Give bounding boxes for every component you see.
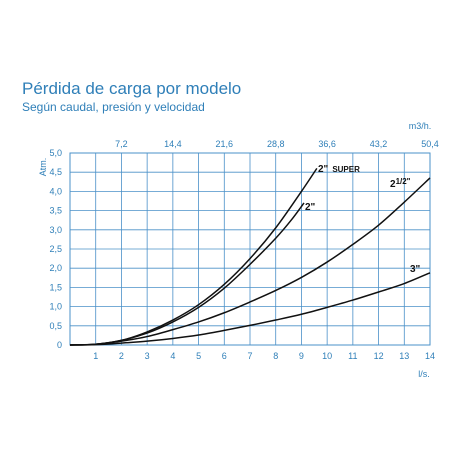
top-tick-label: 43,2	[370, 139, 388, 149]
series-label-2: 2"	[305, 202, 316, 213]
x-tick-label: 5	[196, 351, 201, 361]
x-tick-label: 8	[273, 351, 278, 361]
y-tick-label: 0,5	[49, 321, 62, 331]
x-tick-label: 1	[93, 351, 98, 361]
y-tick-label: 2,5	[49, 244, 62, 254]
y-tick-label: 1,5	[49, 282, 62, 292]
top-tick-label: 14,4	[164, 139, 182, 149]
chart-subtitle: Según caudal, presión y velocidad	[22, 100, 205, 114]
top-axis-label: m3/h.	[409, 121, 432, 131]
chart-title: Pérdida de carga por modelo	[22, 79, 242, 98]
x-tick-label: 14	[425, 351, 435, 361]
top-tick-label: 36,6	[318, 139, 336, 149]
top-tick-label: 50,4	[421, 139, 439, 149]
series-line-2-1-2	[69, 177, 431, 346]
top-tick-label: 21,6	[216, 139, 234, 149]
x-tick-label: 13	[399, 351, 409, 361]
series-label-3: 3"	[410, 264, 421, 275]
x-tick-label: 12	[374, 351, 384, 361]
series-label-2-super: 2" SUPER	[318, 164, 360, 175]
series-line-3	[69, 272, 431, 346]
top-tick-label: 7,2	[115, 139, 128, 149]
plot-frame	[69, 152, 431, 346]
series-line-2	[69, 202, 305, 346]
y-axis-label: Atm.	[38, 158, 48, 177]
y-tick-label: 5,0	[49, 148, 62, 158]
y-tick-label: 1,0	[49, 302, 62, 312]
x-axis-label: l/s.	[418, 369, 430, 379]
series-label-2-1-2: 21/2"	[390, 177, 411, 190]
y-tick-label: 2,0	[49, 263, 62, 273]
series	[69, 167, 431, 346]
x-tick-label: 2	[119, 351, 124, 361]
x-tick-label: 11	[348, 351, 357, 361]
top-tick-label: 28,8	[267, 139, 285, 149]
y-tick-label: 3,0	[49, 225, 62, 235]
y-tick-label: 4,5	[49, 167, 62, 177]
x-tick-label: 7	[247, 351, 252, 361]
y-tick-label: 4,0	[49, 186, 62, 196]
grid	[69, 152, 431, 346]
tick-labels: 1 2 3 4 5 6 7 8 9 10 11 12 13 1400,51,01,52,02,53,03,…	[49, 139, 438, 361]
x-tick-label: 3	[145, 351, 150, 361]
x-tick-label: 9	[299, 351, 304, 361]
series-labels: 2" SUPER 2" 21/2" 3"	[305, 164, 421, 275]
y-tick-label: 0	[57, 340, 62, 350]
top-axis-unit: m3/h.	[409, 121, 432, 131]
x-tick-label: 4	[170, 351, 175, 361]
x-tick-label: 6	[222, 351, 227, 361]
y-tick-label: 3,5	[49, 206, 62, 216]
x-tick-label: 10	[322, 351, 332, 361]
